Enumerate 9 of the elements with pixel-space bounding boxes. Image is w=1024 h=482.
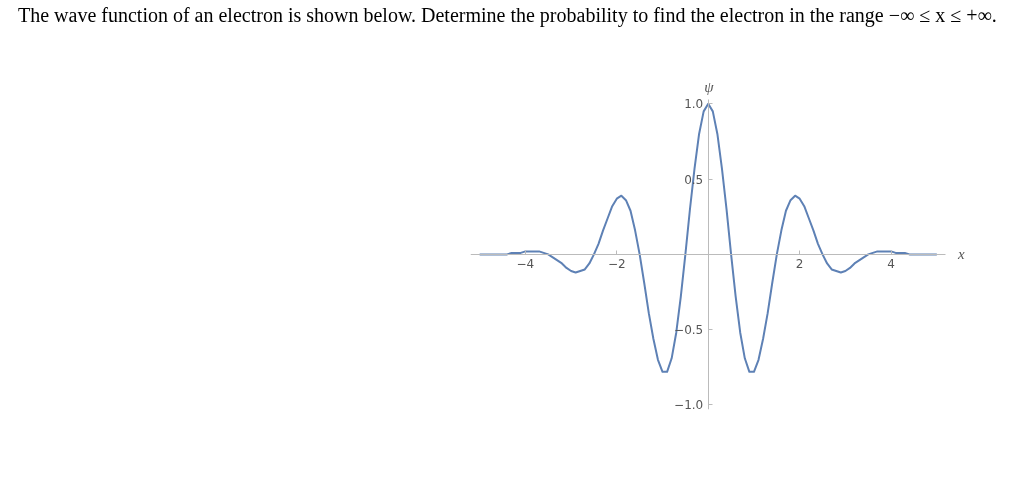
x-tick-label: 4 <box>887 257 895 272</box>
x-tick-label: −4 <box>516 257 535 272</box>
x-tick-label: −2 <box>607 257 626 272</box>
x-tick-label: 2 <box>795 257 804 272</box>
y-tick-label: −1.0 <box>674 398 704 413</box>
x-axis-title: x <box>956 246 965 263</box>
y-tick-label: 1.0 <box>684 97 704 112</box>
chart-title: The wave function of an electron is shown below. Determine the probability to find the electron in the range −∞ ≤ x ≤ +∞. <box>18 3 997 29</box>
y-axis-title: ψ <box>704 79 715 96</box>
